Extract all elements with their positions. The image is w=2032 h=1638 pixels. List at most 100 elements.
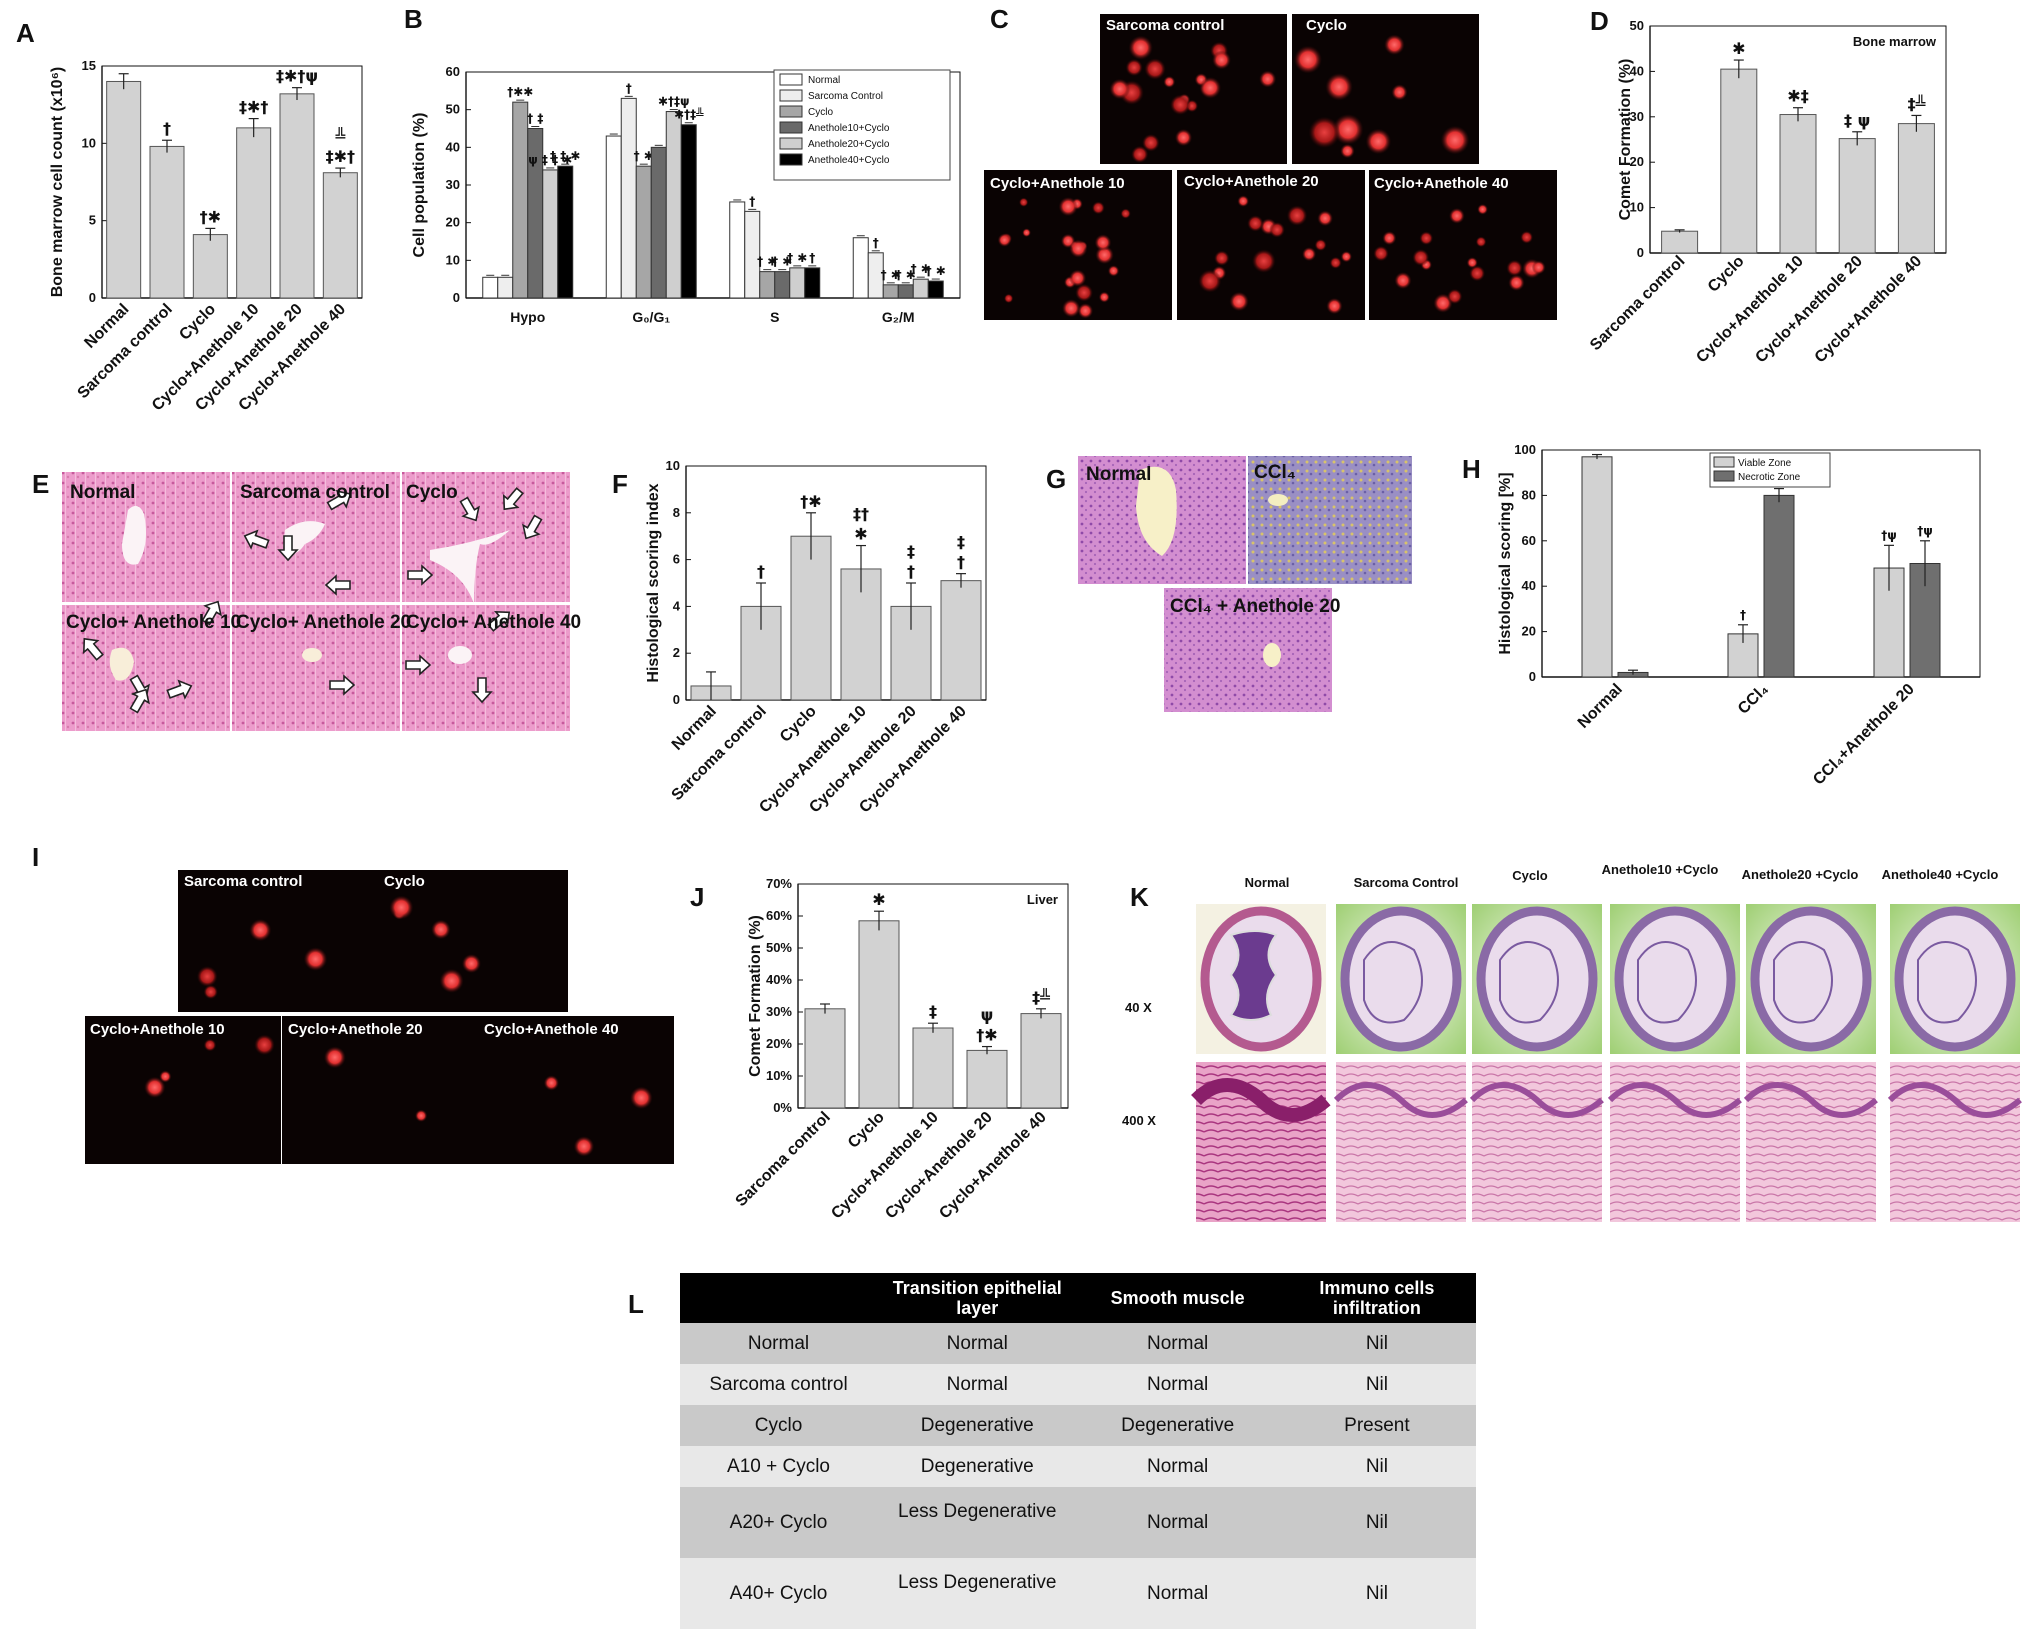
bar [665,111,682,299]
x-tick-label: Normal [1575,681,1626,732]
table-row: A10 + Cyclo Degenerative Normal Nil [680,1446,1476,1487]
comet-nucleus [1247,215,1264,232]
panel-label-c: C [990,4,1009,34]
comet-nucleus [1069,239,1088,258]
bar [912,1027,954,1109]
y-tick-label: 10 [446,252,460,267]
comet-nucleus [1075,283,1094,302]
y-tick-label: 40% [766,972,792,987]
y-tick-label: 40 [1630,63,1644,78]
y-axis-label: Comet Formation (%) [1617,59,1634,221]
significance-marker: † [809,251,815,265]
comet-nucleus [1302,247,1317,262]
comet-nucleus [1531,260,1546,275]
chart-f-histological-index: 0 2 4 6 8 10 Histological scoring index Normal †… [645,458,987,816]
comet-nucleus [1131,145,1149,163]
k-col-normal: Normal [1245,875,1290,890]
significance-marker: ✱‡ [1787,87,1808,106]
caption-e-a20: Cyclo+ Anethole 20 [236,612,411,633]
comet-nucleus [1440,125,1470,155]
comet-nucleus [1447,288,1463,305]
legend-label: Viable Zone [1738,458,1792,469]
x-tick-label: G₀/G₁ [632,309,670,325]
y-axis-label: Histological scoring [%] [1497,472,1514,654]
histology-image-e5 [232,605,400,731]
comet-nucleus [1520,230,1534,244]
k-col-sarcoma: Sarcoma Control [1354,875,1459,890]
k-col-cyclo: Cyclo [1512,868,1547,883]
table-header-epithelial: Transition epithelial layer [877,1273,1078,1323]
x-tick-label: Cyclo+Anethole 20 [882,1109,996,1223]
table-l-histopathology: Transition epithelial layer Smooth muscl… [680,1273,1476,1629]
comet-nucleus [1144,58,1166,80]
panel-label-i: I [32,842,39,872]
y-tick-label: 0 [673,692,680,707]
significance-marker: † ✱ [787,251,807,265]
comet-nucleus [543,1075,560,1091]
comet-nucleus [159,1070,172,1083]
y-tick-label: 20 [1522,624,1536,639]
y-tick-label: 30 [1630,109,1644,124]
significance-marker: † [907,562,915,581]
x-tick-label: S [770,309,779,325]
significance-marker: ‡ [929,1002,937,1021]
significance-marker: † ✱ [757,255,777,269]
comet-nucleus [1107,265,1120,277]
y-axis-label: Histological scoring index [645,483,662,682]
comet-nucleus [144,1076,166,1099]
legend-swatch [779,73,803,86]
bar [236,127,272,299]
significance-marker: †✱✱ [507,85,533,99]
comet-nucleus [323,1046,346,1069]
annotation-arrow-icon [502,487,524,511]
table-cell: Normal [1077,1446,1278,1487]
bar [149,145,185,299]
annotation-arrow-icon [326,490,352,511]
comet-nucleus [1174,128,1193,147]
significance-marker: ‡✱†ψ [276,67,318,86]
k-row-40x: 40 X [1125,1000,1152,1015]
comet-image-c4 [1177,170,1365,320]
significance-marker: ψ ‡ ‡ ✱ [528,153,572,167]
panel-label-h: H [1462,454,1481,484]
bladder-mucosa [1917,941,1977,1024]
x-tick-label: Cyclo [845,1109,888,1152]
comet-nucleus [1214,250,1230,266]
significance-marker: † ✱ [634,149,654,163]
y-tick-label: 20 [1630,154,1644,169]
significance-marker: ‡✱† [239,98,268,117]
significance-marker: † ✱ [926,264,946,278]
caption-c-cyclo: Cyclo [1306,17,1347,34]
histology-image-e4 [62,605,230,731]
bar [867,252,884,299]
y-tick-label: 10 [1630,200,1644,215]
y-axis-label: Comet Formation (%) [747,915,764,1077]
bladder-mucosa [1637,941,1697,1024]
significance-marker: ✱ [872,890,885,909]
significance-marker: † [626,81,632,95]
bar [852,237,869,299]
epithelial-layer [1887,1082,2022,1118]
bar [804,1008,846,1109]
chart-j-comet-liver: 0% 10% 20% 30% 40% 50% 60% 70% Comet Formation (… [733,876,1069,1223]
x-tick-label: Cyclo [1705,253,1748,296]
table-cell: Sarcoma control [680,1364,878,1405]
comet-nucleus [1163,75,1176,88]
comet-nucleus [1325,73,1353,101]
x-tick-label: Cyclo+Anethole 20 [1752,253,1866,367]
x-tick-label: CCl₄ [1735,681,1772,718]
comet-nucleus [1170,94,1191,115]
comet-nucleus [1022,228,1031,238]
legend-box [773,69,951,181]
plot-frame [101,65,363,299]
comet-nucleus [1317,210,1334,227]
bar [759,271,776,299]
comet-nucleus [1019,197,1029,207]
table-cell: Nil [1277,1364,1476,1405]
comet-nucleus [1120,208,1131,219]
comet-nucleus [997,233,1012,247]
comet-nucleus [1475,236,1487,248]
bar [744,210,761,299]
table-row: A20+ Cyclo Less Degenerative Normal Nil [680,1487,1476,1558]
epithelial-layer [1607,1082,1742,1118]
